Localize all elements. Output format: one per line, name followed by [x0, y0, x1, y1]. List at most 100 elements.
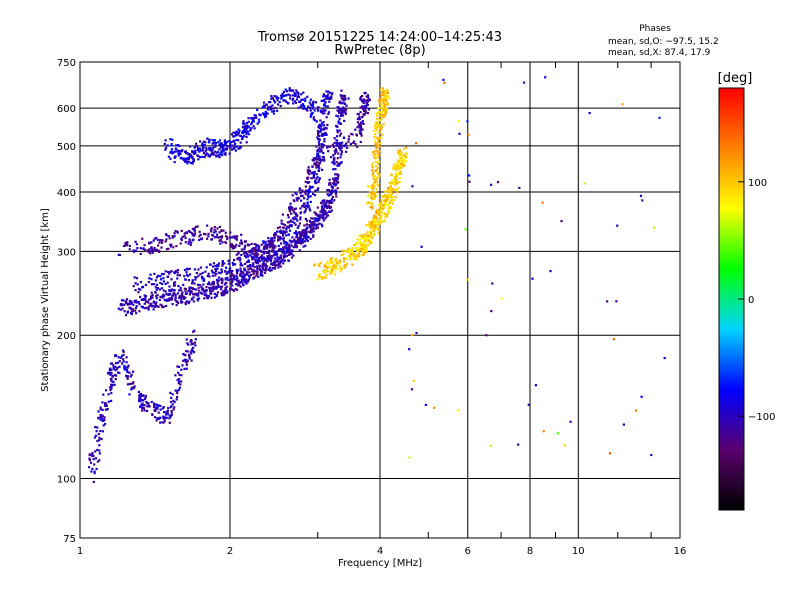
data-point	[378, 145, 381, 148]
data-point	[185, 271, 188, 274]
data-point	[335, 264, 338, 268]
data-point	[364, 107, 367, 110]
data-point	[265, 103, 268, 106]
data-point	[288, 229, 292, 232]
data-point	[395, 176, 398, 179]
data-point	[369, 223, 373, 226]
data-point	[101, 408, 104, 411]
data-point	[383, 115, 386, 118]
data-point	[270, 95, 273, 98]
data-point	[195, 288, 198, 291]
data-point	[329, 192, 332, 195]
data-point	[318, 167, 321, 170]
data-point	[344, 111, 347, 114]
data-point	[490, 183, 493, 186]
data-point	[527, 403, 530, 406]
data-point	[138, 303, 141, 306]
data-point	[192, 296, 195, 299]
data-point	[293, 245, 296, 249]
data-point	[168, 421, 171, 424]
data-point	[205, 294, 208, 297]
data-point	[188, 267, 191, 270]
data-point	[132, 370, 135, 373]
data-point	[368, 221, 371, 224]
data-point	[212, 142, 215, 145]
data-point	[154, 286, 157, 289]
data-point	[328, 199, 331, 203]
data-point	[517, 443, 520, 446]
data-point	[160, 287, 163, 290]
data-point	[153, 272, 156, 275]
data-point	[328, 91, 332, 94]
data-point	[99, 416, 102, 419]
data-point	[114, 355, 117, 358]
data-point	[164, 270, 167, 273]
data-point	[402, 160, 405, 163]
data-point	[103, 418, 106, 421]
data-point	[390, 198, 393, 201]
data-point	[235, 236, 238, 239]
data-point	[190, 348, 194, 351]
data-point	[133, 250, 136, 253]
data-point	[204, 141, 207, 144]
data-point	[373, 219, 376, 222]
data-point	[365, 106, 368, 109]
data-point	[208, 275, 211, 278]
data-point	[523, 81, 526, 84]
data-point	[233, 235, 236, 238]
data-point	[321, 112, 324, 115]
data-point	[313, 194, 316, 197]
data-point	[247, 255, 250, 258]
data-point	[312, 225, 315, 229]
data-point	[118, 371, 121, 375]
data-point	[328, 97, 331, 100]
data-point	[232, 277, 235, 280]
data-point	[277, 97, 280, 100]
data-point	[263, 271, 267, 274]
data-point	[215, 293, 218, 296]
data-point	[219, 242, 222, 245]
data-point	[362, 98, 365, 101]
data-point	[376, 122, 379, 125]
data-point	[330, 262, 333, 265]
data-point	[380, 199, 383, 202]
data-point	[373, 153, 377, 156]
data-point	[289, 202, 292, 205]
data-point	[264, 268, 267, 271]
data-point	[250, 250, 253, 253]
data-point	[340, 161, 343, 164]
data-point	[193, 146, 196, 149]
data-point	[367, 108, 371, 111]
data-point	[172, 151, 175, 154]
data-point	[150, 303, 153, 306]
data-point	[282, 246, 285, 249]
data-point	[190, 359, 193, 362]
data-point	[278, 256, 281, 259]
data-point	[337, 142, 340, 145]
data-point	[174, 296, 177, 299]
data-point	[186, 360, 189, 363]
data-point	[167, 247, 170, 250]
data-point	[155, 301, 158, 304]
data-point	[172, 284, 175, 287]
data-point	[160, 240, 163, 243]
data-point	[272, 245, 275, 248]
data-point	[386, 197, 389, 200]
data-point	[364, 237, 367, 240]
data-point	[283, 255, 286, 258]
data-point	[270, 241, 273, 244]
chart-subtitle: RwPretec (8p)	[334, 43, 425, 58]
data-point	[177, 144, 180, 147]
y-tick-label: 600	[57, 104, 76, 115]
data-point	[330, 156, 333, 159]
data-point	[393, 188, 396, 191]
data-point	[132, 249, 135, 252]
data-point	[310, 217, 313, 220]
data-point	[371, 169, 374, 172]
data-point	[127, 364, 130, 367]
data-point	[391, 202, 394, 205]
data-point	[209, 291, 212, 294]
data-point	[166, 299, 169, 302]
data-point	[180, 238, 183, 242]
data-point	[340, 253, 343, 257]
